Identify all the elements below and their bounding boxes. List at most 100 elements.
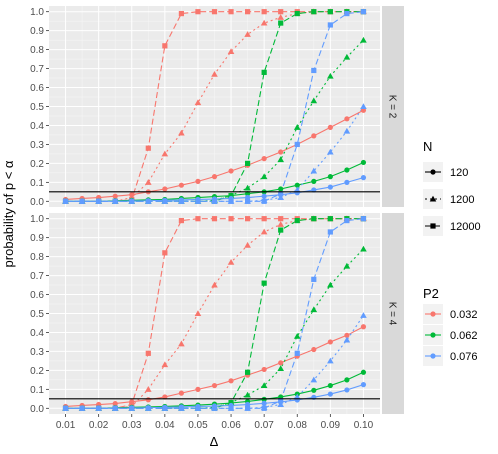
data-point-n120-p2-0.032 xyxy=(360,324,367,330)
data-point-n120-p2-0.062 xyxy=(311,178,317,185)
data-point-n1200-p2-0.062 xyxy=(360,36,367,43)
data-point-n12000-p2-0.076 xyxy=(228,405,234,411)
data-point-n1200-p2-0.076 xyxy=(293,393,301,400)
data-point-n12000-p2-0.076 xyxy=(162,198,168,204)
data-point-n12000-p2-0.062 xyxy=(311,216,317,222)
legend-n: N 120 1200 12000 xyxy=(423,139,481,236)
data-point-n12000-p2-0.076 xyxy=(145,198,151,204)
data-point-n120-p2-0.062 xyxy=(261,396,267,402)
data-point-n120-p2-0.062 xyxy=(360,369,367,375)
data-point-n12000-p2-0.076 xyxy=(129,405,135,411)
data-point-n120-p2-0.032 xyxy=(360,107,367,113)
y-tick-label: 0.4 xyxy=(30,121,44,132)
data-point-n1200-p2-0.062 xyxy=(293,332,301,339)
data-point-n120-p2-0.032 xyxy=(278,360,284,366)
data-point-n120-p2-0.032 xyxy=(195,386,201,392)
facet-strip-label: K = 2 xyxy=(387,95,398,119)
data-point-n12000-p2-0.076 xyxy=(62,405,69,411)
legend-key-marker xyxy=(430,169,436,175)
data-point-n1200-p2-0.062 xyxy=(260,382,268,389)
y-tick-label: 0.9 xyxy=(30,26,44,37)
data-point-n1200-p2-0.076 xyxy=(360,312,367,318)
legend-n-title: N xyxy=(423,139,432,154)
data-point-n120-p2-0.032 xyxy=(211,382,218,389)
data-point-n120-p2-0.076 xyxy=(344,387,350,393)
data-point-n12000-p2-0.062 xyxy=(278,20,284,26)
data-point-n120-p2-0.032 xyxy=(344,116,350,122)
data-point-n120-p2-0.032 xyxy=(195,178,201,185)
data-point-n12000-p2-0.062 xyxy=(327,9,333,15)
data-point-n120-p2-0.032 xyxy=(261,366,267,373)
facet-strip xyxy=(382,213,404,414)
data-point-n1200-p2-0.032 xyxy=(227,48,235,54)
data-point-n12000-p2-0.076 xyxy=(261,198,267,204)
data-point-n12000-p2-0.032 xyxy=(129,401,135,408)
data-point-n12000-p2-0.032 xyxy=(261,9,267,15)
x-axis: 0.01 0.02 0.03 0.04 0.05 0.06 0.07 0.08 0.09 0.10 xyxy=(56,414,374,431)
y-tick-label: 0.5 xyxy=(30,309,44,320)
data-point-n12000-p2-0.076 xyxy=(327,229,333,235)
data-point-n120-p2-0.062 xyxy=(294,182,300,188)
y-tick-label: 0.0 xyxy=(30,197,44,208)
data-point-n1200-p2-0.076 xyxy=(343,127,351,134)
y-tick-label: 0.3 xyxy=(30,347,44,358)
data-point-n12000-p2-0.076 xyxy=(211,405,218,411)
legend-key-marker xyxy=(430,332,436,338)
data-point-n12000-p2-0.062 xyxy=(278,227,284,233)
data-point-n120-p2-0.032 xyxy=(162,186,168,192)
data-point-n12000-p2-0.076 xyxy=(228,198,234,204)
y-tick-label: 0.8 xyxy=(30,45,44,56)
legend-key-marker xyxy=(430,311,436,317)
data-point-n1200-p2-0.032 xyxy=(211,281,218,288)
data-point-n12000-p2-0.076 xyxy=(327,22,333,28)
data-point-n12000-p2-0.076 xyxy=(344,10,350,17)
legend-key-marker xyxy=(430,223,436,229)
legend-key-marker xyxy=(429,195,437,202)
y-tick-label: 0.5 xyxy=(30,102,44,113)
data-point-n12000-p2-0.032 xyxy=(145,145,151,151)
data-point-n12000-p2-0.062 xyxy=(327,216,333,222)
data-point-n1200-p2-0.062 xyxy=(277,365,284,371)
panels-layer: 0.00.10.20.30.40.50.60.70.80.91.0K = 20.… xyxy=(30,6,404,431)
x-tick-label: 0.07 xyxy=(254,420,274,431)
data-point-n120-p2-0.032 xyxy=(211,174,218,180)
panel-2: 0.0 0.1 0.2 0.3 0.4 0.5 0.6 0.7 0.8 0.9 1.0 K = 4 xyxy=(30,213,404,415)
legend-n-label: 12000 xyxy=(450,221,481,233)
x-tick-label: 0.05 xyxy=(188,420,208,431)
y-tick-label: 0.3 xyxy=(30,140,44,151)
y-tick-label: 0.4 xyxy=(30,328,44,339)
data-point-n120-p2-0.076 xyxy=(327,184,333,190)
data-point-n12000-p2-0.062 xyxy=(228,193,234,199)
data-point-n120-p2-0.032 xyxy=(228,378,234,384)
data-point-n12000-p2-0.032 xyxy=(245,9,251,15)
data-point-n12000-p2-0.032 xyxy=(261,216,267,222)
data-point-n120-p2-0.032 xyxy=(145,397,151,403)
legend-n-label: 1200 xyxy=(450,194,474,206)
y-tick-label: 0.6 xyxy=(30,83,44,94)
data-point-n120-p2-0.062 xyxy=(327,174,333,180)
data-point-n12000-p2-0.076 xyxy=(278,191,284,197)
facet-strip xyxy=(382,6,404,207)
panel-1: 0.0 0.1 0.2 0.3 0.4 0.5 0.6 0.7 0.8 0.9 1.0 K = 2 xyxy=(30,6,404,208)
data-point-n12000-p2-0.062 xyxy=(228,400,234,406)
data-point-n1200-p2-0.062 xyxy=(277,156,284,163)
data-point-n120-p2-0.032 xyxy=(311,346,317,353)
data-point-n12000-p2-0.032 xyxy=(195,9,201,15)
data-point-n12000-p2-0.076 xyxy=(96,198,102,204)
y-tick-label: 0.1 xyxy=(30,178,44,189)
data-point-n1200-p2-0.076 xyxy=(310,167,318,174)
data-point-n12000-p2-0.032 xyxy=(245,216,251,222)
data-point-n12000-p2-0.032 xyxy=(278,9,284,15)
data-point-n12000-p2-0.076 xyxy=(195,405,201,411)
data-point-n120-p2-0.032 xyxy=(112,400,118,407)
data-point-n1200-p2-0.062 xyxy=(260,173,268,180)
data-point-n12000-p2-0.062 xyxy=(294,10,300,17)
data-point-n1200-p2-0.032 xyxy=(145,179,152,185)
legend-p2-label: 0.032 xyxy=(450,309,478,321)
data-point-n120-p2-0.062 xyxy=(360,159,367,166)
data-point-n1200-p2-0.062 xyxy=(327,281,334,288)
y-tick-label: 0.9 xyxy=(30,233,44,244)
data-point-n12000-p2-0.032 xyxy=(278,216,284,222)
y-tick-label: 0.0 xyxy=(30,404,44,415)
